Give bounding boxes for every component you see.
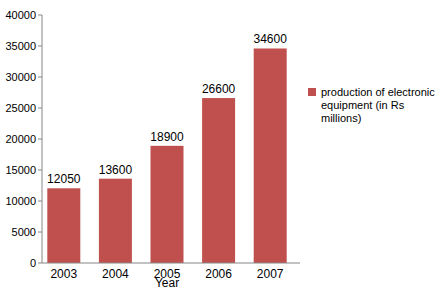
bar	[202, 98, 235, 263]
y-tick-label: 10000	[5, 195, 36, 207]
y-tick-label: 20000	[5, 133, 36, 145]
y-tick	[38, 170, 42, 171]
y-tick	[38, 108, 42, 109]
y-tick	[38, 77, 42, 78]
y-tick-label: 25000	[5, 102, 36, 114]
x-axis-label: Year	[155, 276, 179, 290]
data-label: 12050	[47, 172, 81, 186]
legend-swatch	[308, 88, 316, 96]
x-tick-label: 2006	[205, 267, 232, 281]
y-tick	[38, 263, 42, 264]
chart-container: 0 5000 10000 15000 20000 25000 30000 35000 40000…	[0, 0, 438, 293]
y-tick	[38, 232, 42, 233]
bar	[99, 179, 132, 263]
bar	[47, 188, 80, 263]
y-tick-label: 30000	[5, 71, 36, 83]
y-tick-label: 5000	[12, 226, 36, 238]
chart-svg: 0 5000 10000 15000 20000 25000 30000 35000 40000…	[0, 0, 438, 293]
data-label: 26600	[202, 82, 236, 96]
y-tick-label: 35000	[5, 40, 36, 52]
y-tick	[38, 139, 42, 140]
y-tick	[38, 15, 42, 16]
data-label: 18900	[150, 130, 184, 144]
x-tick-label: 2003	[50, 267, 77, 281]
bar	[254, 48, 287, 263]
x-axis	[42, 263, 300, 264]
x-tick-label: 2004	[102, 267, 129, 281]
y-tick-label: 0	[30, 257, 36, 269]
legend-label: production of electronicequipment (in Rs…	[321, 86, 435, 124]
bar	[151, 146, 184, 263]
y-tick-label: 40000	[5, 9, 36, 21]
y-tick	[38, 46, 42, 47]
y-tick	[38, 201, 42, 202]
x-tick-label: 2007	[257, 267, 284, 281]
bars	[47, 48, 286, 263]
data-label: 34600	[254, 32, 288, 46]
y-axis	[42, 15, 43, 263]
data-label: 13600	[99, 163, 133, 177]
y-tick-label: 15000	[5, 164, 36, 176]
